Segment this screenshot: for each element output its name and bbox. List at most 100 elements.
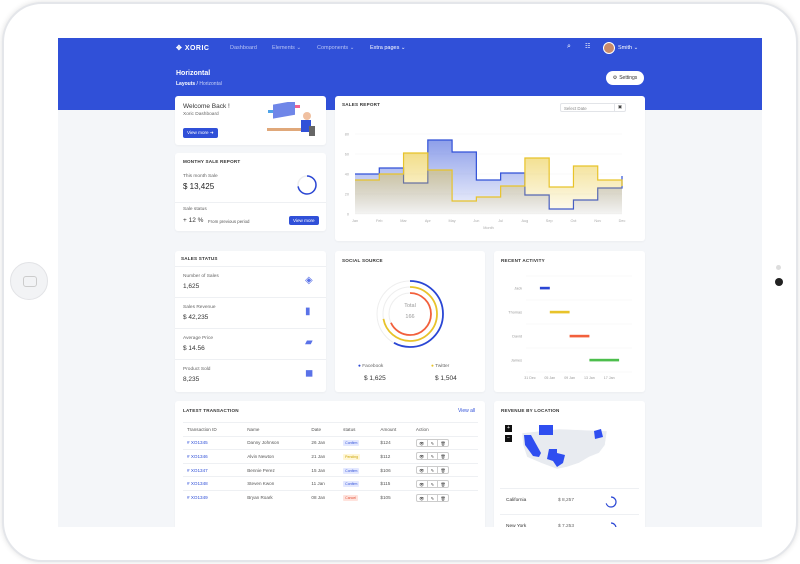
nav-components[interactable]: Components ⌄ [317, 45, 355, 51]
delete-icon[interactable]: 🗑 [440, 495, 446, 501]
edit-icon[interactable]: ✎ [428, 467, 439, 474]
item-label: Sales Revenue [183, 305, 216, 310]
nav-extra-pages[interactable]: Extra pages ⌄ [370, 45, 406, 51]
facebook-value: $ 1,625 [364, 375, 386, 382]
card-title: Sales Report [342, 102, 381, 107]
x-tick-label: 31 Dec [524, 376, 536, 380]
nav-label: Elements [272, 45, 295, 51]
x-tick-label: 17 Jan [604, 376, 615, 380]
x-tick-label: Mar [400, 219, 407, 223]
status-badge: Confirm [343, 481, 360, 488]
action-cell: 👁 ✎ 🗑 [411, 449, 478, 464]
customer-name: Alvin Newton [243, 449, 308, 464]
legend-label: Facebook [362, 364, 384, 369]
zoom-in-button[interactable]: + [505, 425, 512, 432]
x-tick-label: Apr [425, 219, 432, 223]
avatar[interactable] [603, 42, 615, 54]
edit-icon[interactable]: ✎ [428, 480, 439, 487]
activity-bar [549, 310, 570, 314]
this-month-label: This month Sale [183, 174, 218, 179]
page-title: Horizontal [176, 70, 211, 77]
search-icon[interactable]: ⌕ [567, 43, 571, 50]
sliders-icon[interactable]: ☷ [585, 44, 591, 50]
action-cell: 👁 ✎ 🗑 [411, 489, 478, 505]
transaction-id-link[interactable]: # XO1348 [183, 476, 244, 491]
customer-name: Bennie Perez [243, 462, 308, 477]
table-row: # XO1349 Bryan Roark 08 Jan Cancel $105 … [183, 489, 478, 505]
nav-elements[interactable]: Elements ⌄ [272, 45, 302, 51]
item-value: $ 14.56 [183, 345, 205, 352]
amount: $106 [376, 462, 412, 477]
transaction-id-link[interactable]: # XO1349 [183, 489, 244, 505]
edit-icon[interactable]: ✎ [428, 453, 439, 460]
column-header: Transaction ID [183, 422, 244, 437]
calendar-icon[interactable]: ▣ [614, 104, 625, 111]
sales-status-item: Sales Revenue $ 42,235 ▮ [175, 297, 326, 328]
edit-icon[interactable]: ✎ [428, 439, 439, 446]
view-icon[interactable]: 👁 [417, 439, 428, 446]
activity-timeline: Jack Thomas David James 31 Dec 05 Jan 09 Jan 13… [508, 275, 632, 380]
column-header: Amount [376, 422, 412, 437]
item-value: 1,625 [183, 283, 200, 290]
state-revenue: $ 7,253 [558, 524, 575, 527]
status-cell: Confirm [339, 462, 377, 477]
action-cell: 👁 ✎ 🗑 [411, 462, 478, 477]
view-all-link[interactable]: View all [458, 408, 476, 414]
social-source-card: Social Source Total 166 ● Facebook $ 1,6… [335, 251, 485, 392]
action-cell: 👁 ✎ 🗑 [411, 476, 478, 491]
sales-report-card: Sales Report Select Date ▣ 0 20 40 60 80 Jan Fe… [335, 96, 645, 241]
status-badge: Confirm [343, 467, 360, 474]
settings-button[interactable]: ⚙ Settings [606, 71, 644, 85]
amount: $105 [376, 489, 412, 505]
brand-logo[interactable]: ✥ XORIC [176, 45, 210, 52]
delete-icon[interactable]: 🗑 [440, 454, 446, 460]
welcome-title: Welcome Back ! [183, 103, 230, 110]
gear-icon: ⚙ [612, 75, 618, 81]
home-button[interactable] [10, 262, 48, 300]
action-cell: 👁 ✎ 🗑 [411, 435, 478, 450]
table-row: # XO1347 Bennie Perez 15 Jan Confirm $10… [183, 462, 478, 477]
delete-icon[interactable]: 🗑 [440, 468, 446, 474]
x-tick-label: 05 Jan [544, 376, 555, 380]
transaction-id-link[interactable]: # XO1345 [183, 435, 244, 450]
x-tick-label: Jun [473, 219, 479, 223]
legend-twitter: ● Twitter [431, 364, 449, 369]
breadcrumb: Layouts / Horizontal [176, 81, 222, 87]
nav-dashboard[interactable]: Dashboard [230, 45, 257, 51]
status-cell: Cancel [339, 489, 377, 505]
user-name: Smith [618, 45, 633, 51]
legend-facebook: ● Facebook [358, 364, 383, 369]
dot-icon: ● [358, 364, 361, 369]
donut-arc [382, 286, 438, 342]
y-tick-label: 40 [345, 173, 349, 177]
transaction-id-link[interactable]: # XO1347 [183, 462, 244, 477]
welcome-card: Welcome Back ! Xoric Dashboard View more… [175, 96, 326, 145]
amount: $112 [376, 449, 412, 464]
view-more-button[interactable]: View more [289, 216, 319, 225]
transaction-date: 08 Jan [307, 489, 340, 505]
card-title: Monthy Sale Report [183, 159, 241, 164]
monthly-progress-ring [297, 175, 317, 195]
sales-status-item: Number of Sales 1,625 ◈ [175, 266, 326, 297]
breadcrumb-layouts[interactable]: Layouts [176, 81, 196, 87]
transaction-id-link[interactable]: # XO1346 [183, 449, 244, 464]
view-icon[interactable]: 👁 [417, 480, 428, 487]
view-icon[interactable]: 👁 [417, 453, 428, 460]
zoom-out-button[interactable]: − [505, 435, 512, 442]
column-header: Date [307, 422, 340, 437]
total-label: Total [404, 303, 416, 309]
view-icon[interactable]: 👁 [417, 494, 428, 501]
user-menu[interactable]: Smith ⌄ [618, 45, 639, 51]
delete-icon[interactable]: 🗑 [440, 440, 446, 446]
activity-name: Jack [514, 287, 522, 291]
sale-status-label: Sale status [183, 207, 207, 212]
y-tick-label: 80 [345, 133, 349, 137]
edit-icon[interactable]: ✎ [428, 494, 439, 501]
date-input[interactable]: Select Date ▣ [560, 103, 626, 112]
delete-icon[interactable]: 🗑 [440, 481, 446, 487]
view-more-button[interactable]: View more ➜ [183, 128, 218, 138]
amount: $115 [376, 476, 412, 491]
latest-transaction-card: Latest Transaction View all Transaction … [175, 401, 485, 527]
view-icon[interactable]: 👁 [417, 467, 428, 474]
x-tick-label: Jan [352, 219, 358, 223]
